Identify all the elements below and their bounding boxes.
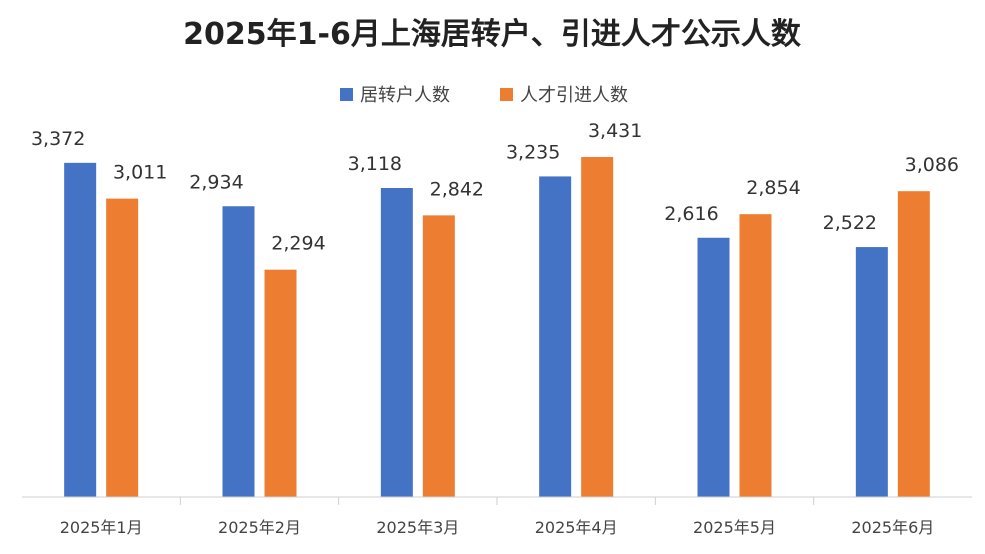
data-label-talent-introduction-2: 2,294 (271, 233, 325, 255)
bar-talent-introduction-4 (581, 157, 614, 497)
data-label-talent-introduction-4: 3,431 (588, 120, 642, 142)
bar-resident-transfer-6 (855, 247, 888, 497)
bar-talent-introduction-5 (739, 214, 772, 498)
x-tick-label-5: 2025年5月 (693, 518, 776, 537)
bar-resident-transfer-4 (539, 176, 572, 497)
x-tick-label-4: 2025年4月 (535, 518, 618, 537)
x-tick-label-2: 2025年2月 (218, 518, 301, 537)
data-label-resident-transfer-1: 3,372 (31, 128, 85, 150)
data-label-resident-transfer-4: 3,235 (506, 141, 560, 163)
bar-talent-introduction-2 (264, 269, 297, 497)
bar-resident-transfer-2 (222, 206, 255, 497)
legend-label-resident-transfer: 居转户人数 (360, 85, 450, 106)
bar-resident-transfer-3 (380, 188, 413, 497)
data-labels-group: 3,372 3,011 2,934 2,294 3,118 2,842 3,235 3,431… (31, 120, 959, 255)
bar-talent-introduction-6 (897, 191, 930, 497)
data-label-talent-introduction-3: 2,842 (430, 178, 484, 200)
bar-talent-introduction-1 (106, 198, 139, 497)
bar-resident-transfer-5 (697, 237, 730, 498)
data-label-resident-transfer-2: 2,934 (189, 171, 243, 193)
x-tick-label-1: 2025年1月 (60, 518, 143, 537)
legend: 居转户人数 人才引进人数 (340, 85, 628, 106)
data-label-talent-introduction-1: 3,011 (113, 162, 167, 184)
bar-talent-introduction-3 (422, 215, 455, 497)
x-tick-label-6: 2025年6月 (851, 518, 934, 537)
data-label-resident-transfer-6: 2,522 (823, 212, 877, 234)
data-label-talent-introduction-6: 3,086 (905, 154, 959, 176)
legend-swatch-resident-transfer (340, 88, 353, 101)
legend-swatch-talent-introduction (500, 88, 513, 101)
legend-label-talent-introduction: 人才引进人数 (520, 85, 628, 106)
chart-title: 2025年1-6月上海居转户、引进人才公示人数 (183, 17, 802, 52)
data-label-resident-transfer-3: 3,118 (348, 153, 402, 175)
data-label-resident-transfer-5: 2,616 (664, 203, 718, 225)
bars-group (64, 157, 930, 498)
data-label-talent-introduction-5: 2,854 (746, 177, 800, 199)
bar-resident-transfer-1 (64, 162, 97, 498)
x-ticks-group: 2025年1月 2025年2月 2025年3月 2025年4月 2025年5月 2025年… (60, 497, 934, 537)
x-tick-label-3: 2025年3月 (376, 518, 459, 537)
